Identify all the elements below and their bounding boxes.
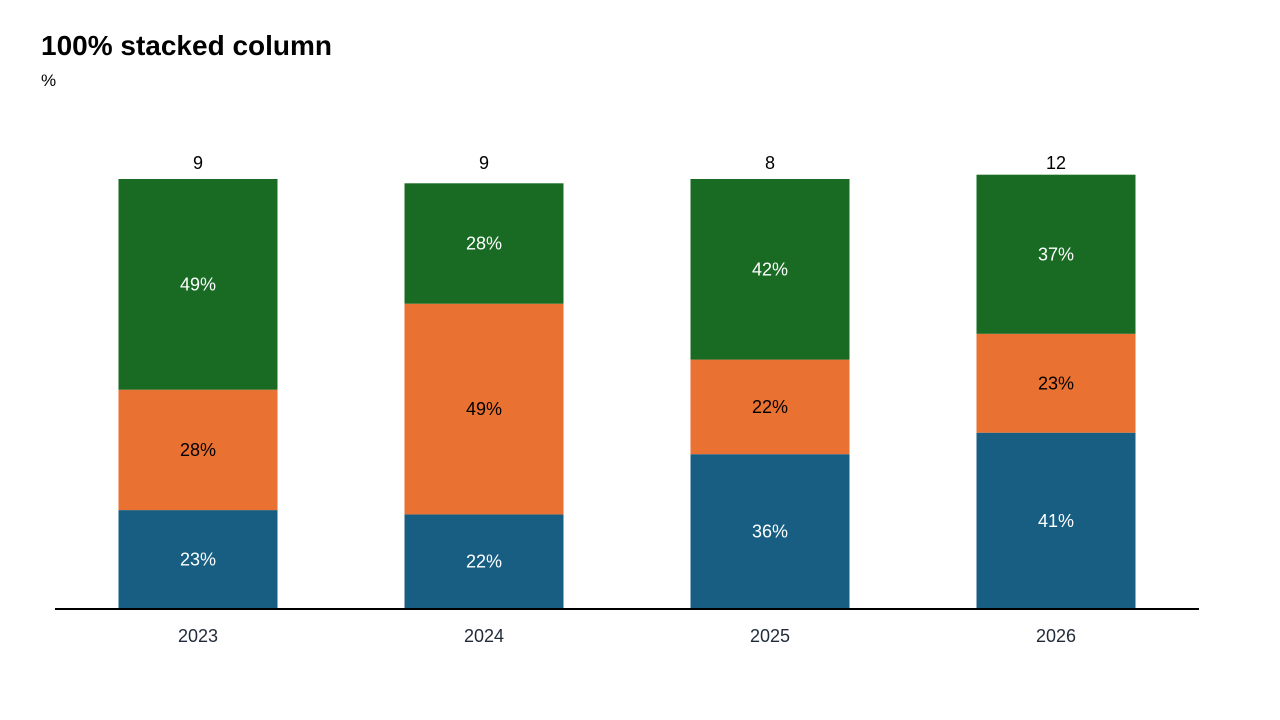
bar-segment-2026-3 [976,174,1136,334]
bar-segment-2026-2 [976,333,1136,433]
labels-layer: 23% 28% 49% 9 2023 22% 49% 28% 9 2024 36% 22% 42% 8 20… [178,153,1076,646]
data-label-2024-2: 49% [466,399,502,419]
data-label-2026-1: 41% [1038,511,1074,531]
bar-segment-2023-3 [118,179,278,390]
data-label-2023-2: 28% [180,440,216,460]
bar-segment-2025-2 [690,359,850,455]
data-label-2023-3: 49% [180,274,216,294]
bar-segment-2023-1 [118,510,278,609]
x-tick-label-2023: 2023 [178,626,218,646]
total-label-2026: 12 [1046,153,1066,173]
x-tick-label-2026: 2026 [1036,626,1076,646]
chart-subtitle: % [41,71,57,90]
data-label-2025-2: 22% [752,397,788,417]
x-tick-label-2024: 2024 [464,626,504,646]
total-label-2023: 9 [193,153,203,173]
bar-segment-2026-1 [976,432,1136,609]
data-label-2024-1: 22% [466,552,502,572]
bar-segment-2023-2 [118,389,278,511]
bars-layer [118,174,1136,609]
bar-segment-2025-1 [690,454,850,609]
chart-title: 100% stacked column [41,30,333,61]
data-label-2023-1: 23% [180,550,216,570]
x-tick-label-2025: 2025 [750,626,790,646]
bar-segment-2025-3 [690,179,850,360]
total-label-2025: 8 [765,153,775,173]
data-label-2024-3: 28% [466,234,502,254]
data-label-2025-1: 36% [752,522,788,542]
data-label-2026-3: 37% [1038,244,1074,264]
data-label-2026-2: 23% [1038,373,1074,393]
total-label-2024: 9 [479,153,489,173]
bar-segment-2024-3 [404,183,564,304]
bar-segment-2024-1 [404,514,564,609]
bar-segment-2024-2 [404,303,564,515]
data-label-2025-3: 42% [752,259,788,279]
